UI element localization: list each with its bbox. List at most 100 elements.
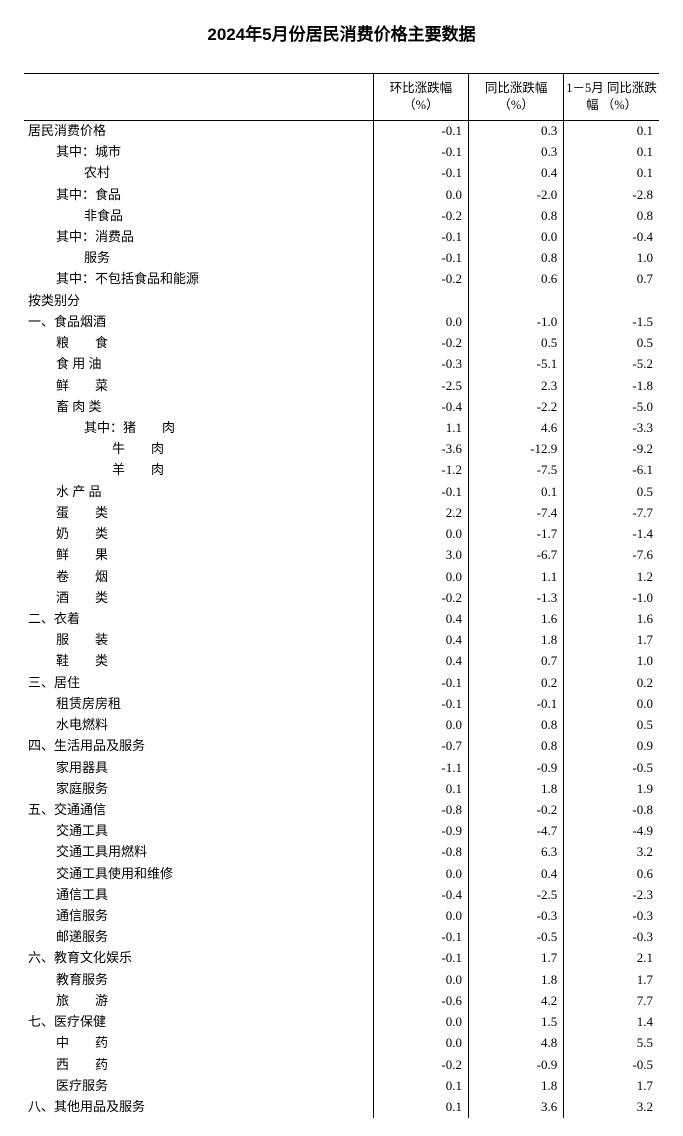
cell-value: 0.9 <box>564 736 659 757</box>
row-label: 交通工具用燃料 <box>24 842 373 863</box>
cell-value: 0.0 <box>373 970 468 991</box>
cell-value: -0.1 <box>373 227 468 248</box>
table-row: 食 用 油-0.3-5.1-5.2 <box>24 354 659 375</box>
cell-value: -2.3 <box>564 885 659 906</box>
cell-value <box>373 291 468 312</box>
cell-value: -1.2 <box>373 460 468 481</box>
cell-value: 4.6 <box>469 418 564 439</box>
row-label: 农村 <box>24 163 373 184</box>
cell-value: 0.8 <box>564 206 659 227</box>
cpi-table: 环比涨跌幅 （%） 同比涨跌幅 （%） 1－5月 同比涨跌幅 （%） 居民消费价… <box>24 73 659 1118</box>
cell-value: -5.2 <box>564 354 659 375</box>
cell-value: 3.2 <box>564 1097 659 1118</box>
col-header-mom: 环比涨跌幅 （%） <box>373 74 468 121</box>
row-label: 其中：不包括食品和能源 <box>24 269 373 290</box>
cell-value: 2.2 <box>373 503 468 524</box>
row-label: 其中：猪 肉 <box>24 418 373 439</box>
cell-value: -1.1 <box>373 757 468 778</box>
cell-value: -0.6 <box>373 991 468 1012</box>
table-row: 农村-0.10.40.1 <box>24 163 659 184</box>
table-row: 其中：猪 肉1.14.6-3.3 <box>24 418 659 439</box>
cell-value <box>564 291 659 312</box>
table-row: 通信工具-0.4-2.5-2.3 <box>24 885 659 906</box>
row-label: 蛋 类 <box>24 503 373 524</box>
row-label: 通信工具 <box>24 885 373 906</box>
cell-value: -0.2 <box>373 588 468 609</box>
row-label: 鲜 果 <box>24 545 373 566</box>
cell-value: 0.8 <box>469 715 564 736</box>
cell-value: -6.7 <box>469 545 564 566</box>
row-label: 鲜 菜 <box>24 375 373 396</box>
cell-value: -12.9 <box>469 439 564 460</box>
table-row: 其中：食品0.0-2.0-2.8 <box>24 184 659 205</box>
cell-value: 4.2 <box>469 991 564 1012</box>
table-row: 奶 类0.0-1.7-1.4 <box>24 524 659 545</box>
row-label: 卷 烟 <box>24 566 373 587</box>
cell-value: 0.3 <box>469 120 564 142</box>
col-header-yoy: 同比涨跌幅 （%） <box>469 74 564 121</box>
cell-value: 0.4 <box>373 609 468 630</box>
row-label: 一、食品烟酒 <box>24 312 373 333</box>
cell-value: -0.3 <box>469 906 564 927</box>
cell-value: 0.0 <box>469 227 564 248</box>
table-row: 牛 肉-3.6-12.9-9.2 <box>24 439 659 460</box>
cell-value: 0.0 <box>564 694 659 715</box>
row-label: 服务 <box>24 248 373 269</box>
row-label: 西 药 <box>24 1054 373 1075</box>
cell-value: -9.2 <box>564 439 659 460</box>
cell-value: 3.6 <box>469 1097 564 1118</box>
cell-value: -0.5 <box>469 927 564 948</box>
table-row: 畜 肉 类-0.4-2.2-5.0 <box>24 397 659 418</box>
table-row: 粮 食-0.20.50.5 <box>24 333 659 354</box>
cell-value: 1.7 <box>469 948 564 969</box>
row-label: 其中：食品 <box>24 184 373 205</box>
row-label: 畜 肉 类 <box>24 397 373 418</box>
cell-value: -0.4 <box>373 397 468 418</box>
cell-value: -0.1 <box>373 120 468 142</box>
cell-value: 0.1 <box>469 481 564 502</box>
table-row: 中 药0.04.85.5 <box>24 1033 659 1054</box>
cell-value: 0.4 <box>373 630 468 651</box>
cell-value: -0.9 <box>373 821 468 842</box>
cell-value: 0.0 <box>373 906 468 927</box>
table-row: 按类别分 <box>24 291 659 312</box>
cell-value: 1.5 <box>469 1012 564 1033</box>
cell-value: 0.8 <box>469 206 564 227</box>
cell-value: -3.6 <box>373 439 468 460</box>
table-row: 鲜 菜-2.52.3-1.8 <box>24 375 659 396</box>
cell-value: 2.3 <box>469 375 564 396</box>
row-label: 水 产 品 <box>24 481 373 502</box>
table-row: 羊 肉-1.2-7.5-6.1 <box>24 460 659 481</box>
cell-value: 0.6 <box>564 863 659 884</box>
cell-value: 0.4 <box>469 863 564 884</box>
table-row: 交通工具-0.9-4.7-4.9 <box>24 821 659 842</box>
table-row: 租赁房房租-0.1-0.10.0 <box>24 694 659 715</box>
cell-value: -4.7 <box>469 821 564 842</box>
cell-value: 0.0 <box>373 312 468 333</box>
cell-value: -0.2 <box>373 1054 468 1075</box>
cell-value: -0.2 <box>373 206 468 227</box>
row-label: 家用器具 <box>24 757 373 778</box>
cell-value: 1.8 <box>469 779 564 800</box>
table-row: 八、其他用品及服务0.13.63.2 <box>24 1097 659 1118</box>
cell-value: 1.4 <box>564 1012 659 1033</box>
cell-value: 0.4 <box>469 163 564 184</box>
cell-value: -0.3 <box>564 906 659 927</box>
cell-value: -0.4 <box>564 227 659 248</box>
cell-value: 1.7 <box>564 1076 659 1097</box>
row-label: 四、生活用品及服务 <box>24 736 373 757</box>
cell-value: 1.0 <box>564 248 659 269</box>
cell-value: 0.5 <box>564 715 659 736</box>
table-row: 酒 类-0.2-1.3-1.0 <box>24 588 659 609</box>
table-row: 居民消费价格-0.10.30.1 <box>24 120 659 142</box>
table-row: 通信服务0.0-0.3-0.3 <box>24 906 659 927</box>
cell-value: -2.5 <box>469 885 564 906</box>
cell-value: 1.2 <box>564 566 659 587</box>
cell-value: 0.2 <box>564 672 659 693</box>
cell-value: 0.0 <box>373 863 468 884</box>
table-row: 蛋 类2.2-7.4-7.7 <box>24 503 659 524</box>
cell-value: 7.7 <box>564 991 659 1012</box>
table-row: 邮递服务-0.1-0.5-0.3 <box>24 927 659 948</box>
cell-value: -1.7 <box>469 524 564 545</box>
cell-value: -0.1 <box>373 248 468 269</box>
